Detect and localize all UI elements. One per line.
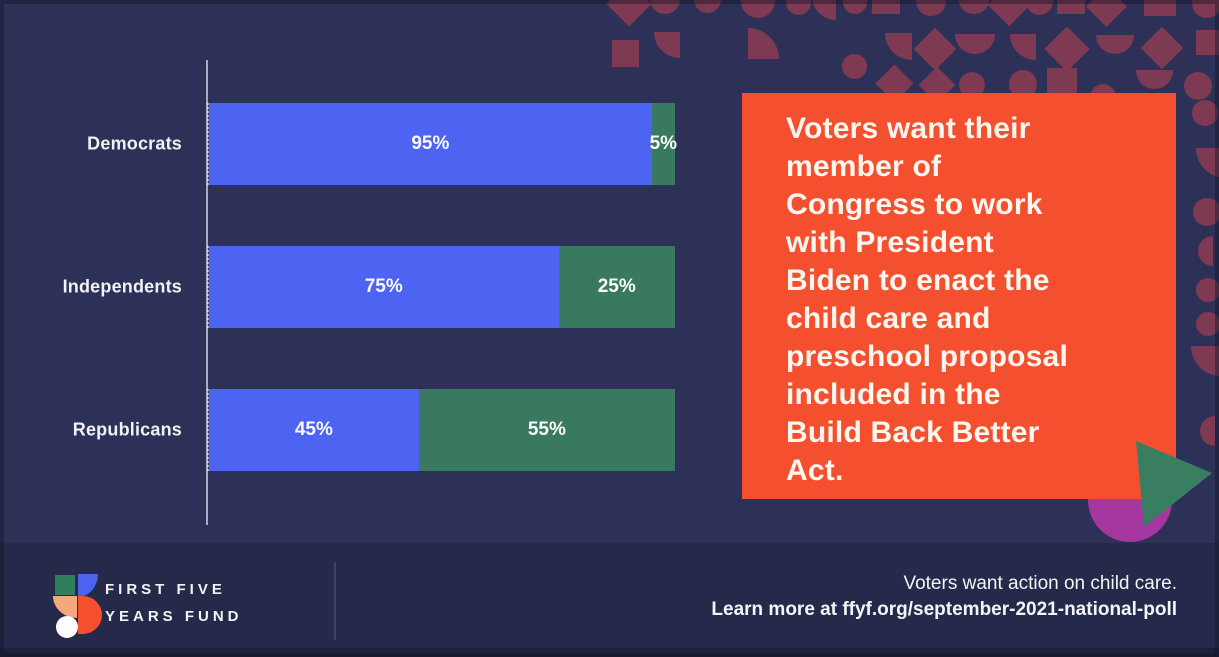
ffyf-logo-text: FIRST FIVE YEARS FUND — [105, 576, 243, 630]
callout-line: Build Back Better — [786, 416, 1040, 449]
category-label: Independents — [62, 276, 182, 297]
footer-divider — [334, 562, 336, 640]
decor-shape-circle — [1026, 0, 1053, 15]
footer-text-block: Voters want action on child care. Learn … — [711, 571, 1177, 623]
value-label: 5% — [649, 133, 678, 154]
decor-shape-circle — [842, 54, 867, 79]
decor-shape-circle — [843, 0, 867, 14]
decor-shape-half-d — [694, 0, 721, 13]
callout-line: preschool proposal — [786, 340, 1068, 373]
decor-shape-square — [872, 0, 900, 14]
bar-track: 95% 5% — [207, 103, 678, 185]
logo-peach-quarter-circle — [53, 596, 77, 618]
callout-line: member of — [786, 150, 942, 183]
bar-segment-green: 25% — [558, 246, 675, 328]
logo-green-square — [55, 575, 75, 595]
callout-line: child care and — [786, 302, 991, 335]
decor-shape-square — [1196, 30, 1219, 55]
footer-link-text: Learn more at ffyf.org/september-2021-na… — [711, 599, 1177, 620]
decor-shape-circle — [1192, 100, 1218, 126]
category-label: Republicans — [72, 419, 182, 440]
bar-track: 45% 55% — [207, 389, 675, 471]
bar-track: 75% 25% — [207, 246, 675, 328]
logo-blue-quarter-circle — [78, 574, 98, 597]
decor-shape-half-d — [958, 0, 990, 14]
value-label: 25% — [597, 276, 636, 297]
decor-shape-square — [1144, 0, 1176, 16]
logo-text-line2: YEARS FUND — [105, 608, 243, 625]
callout-line: with President — [786, 226, 994, 259]
bar-segment-blue: 45% — [209, 389, 419, 471]
footer-tagline: Voters want action on child care. — [903, 573, 1177, 594]
bar-segment-green: 5% — [649, 103, 678, 185]
footer-bar — [0, 543, 1219, 657]
callout-line: Biden to enact the — [786, 264, 1050, 297]
decor-shape-circle — [741, 0, 775, 18]
chart-row: Republicans 45% 55% — [0, 389, 1219, 471]
callout-box: Voters want their member of Congress to wo… — [742, 93, 1176, 499]
decor-shape-half-d — [650, 0, 680, 14]
decor-shape-circle — [1184, 72, 1212, 100]
decor-shape-half-l — [1200, 416, 1215, 446]
chart-row: Independents 75% 25% — [0, 246, 1219, 328]
category-label: Democrats — [87, 133, 182, 154]
decor-shape-half-l — [1198, 236, 1213, 266]
callout-text: Voters want their member of Congress to wo… — [742, 93, 1176, 490]
callout-line: Act. — [786, 454, 844, 487]
chart-row: Democrats 95% 5% — [0, 103, 1219, 185]
bar-segment-blue: 75% — [209, 246, 559, 328]
footer-bottom-edge — [0, 648, 1219, 657]
decor-shape-circle — [1196, 278, 1219, 302]
decor-shape-half-d — [1136, 70, 1173, 89]
value-label: 45% — [294, 419, 333, 440]
callout-line: included in the — [786, 378, 1001, 411]
bar-segment-blue: 95% — [209, 103, 652, 185]
decor-shape-half-d — [955, 34, 995, 54]
decor-shape-square — [1057, 0, 1085, 14]
green-triangle-decoration — [1136, 441, 1212, 527]
decor-shape-circle — [1192, 0, 1219, 18]
ffyf-logo-icon — [53, 574, 105, 638]
logo-orange-half-circle — [78, 596, 102, 634]
callout-line: Voters want their — [786, 112, 1031, 145]
decor-shape-circle — [1193, 198, 1219, 226]
bar-segment-green: 55% — [418, 389, 675, 471]
logo-text-line1: FIRST FIVE — [105, 581, 226, 598]
logo-white-circle — [56, 616, 78, 638]
decor-shape-half-d — [1096, 35, 1134, 54]
value-label: 75% — [364, 276, 403, 297]
value-label: 55% — [527, 419, 566, 440]
decor-shape-circle — [916, 0, 946, 16]
callout-line: Congress to work — [786, 188, 1043, 221]
decor-shape-square — [612, 40, 639, 67]
decor-shape-circle — [1196, 312, 1219, 336]
value-label: 95% — [411, 133, 450, 154]
decor-shape-circle — [786, 0, 811, 15]
